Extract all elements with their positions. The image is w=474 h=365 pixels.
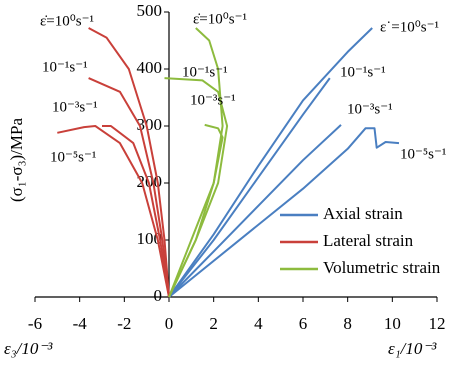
curve: [168, 124, 342, 298]
x-axis-label-right: ε₁/10⁻³: [388, 339, 437, 358]
y-tick-label: 500: [137, 1, 163, 20]
x-tick-label: -6: [28, 314, 42, 333]
y-axis-label: (σ₁-σ₃)/MPa: [7, 118, 26, 202]
y-tick-label: 300: [137, 115, 163, 134]
curve: [168, 27, 224, 298]
x-tick-label: 6: [299, 314, 308, 333]
rate-annotation: 10⁻³s⁻¹: [347, 101, 393, 117]
x-tick-label: 10: [384, 314, 401, 333]
x-tick-label: 12: [429, 314, 446, 333]
y-tick-label: 400: [137, 58, 163, 77]
rate-annotation: ε̇=10⁰s⁻¹: [193, 11, 247, 27]
rate-annotation: 10⁻³s⁻¹: [190, 92, 236, 108]
curve: [168, 127, 400, 298]
legend-label: Lateral strain: [323, 231, 414, 250]
x-tick-label: 0: [165, 314, 174, 333]
rate-annotation: ε˙=10⁰s⁻¹: [380, 19, 439, 35]
rate-annotation: 10⁻³s⁻¹: [52, 99, 98, 115]
curve: [57, 125, 170, 298]
x-tick-label: 2: [209, 314, 218, 333]
x-axis-label-left: ε₃/10⁻³: [4, 339, 53, 358]
curve: [168, 27, 373, 298]
x-tick-label: -4: [73, 314, 88, 333]
rate-annotation: 10⁻¹s⁻¹: [182, 64, 228, 80]
curve: [102, 125, 170, 298]
x-tick-label: -2: [117, 314, 131, 333]
x-tick-label: 4: [254, 314, 263, 333]
legend-label: Axial strain: [323, 204, 403, 223]
legend-label: Volumetric strain: [323, 258, 441, 277]
rate-annotation: 10⁻⁵s⁻¹: [400, 146, 446, 162]
rate-annotation: 10⁻⁵s⁻¹: [50, 149, 96, 165]
rate-annotation: 10⁻¹s⁻¹: [42, 59, 88, 75]
x-tick-label: 8: [343, 314, 352, 333]
curve: [168, 123, 224, 298]
rate-annotation: ε̇=10⁰s⁻¹: [40, 13, 94, 29]
y-tick-label: 0: [154, 286, 163, 305]
curve: [88, 77, 170, 298]
curve: [168, 77, 331, 298]
rate-annotation: 10⁻¹s⁻¹: [340, 64, 386, 80]
curve: [88, 27, 170, 298]
